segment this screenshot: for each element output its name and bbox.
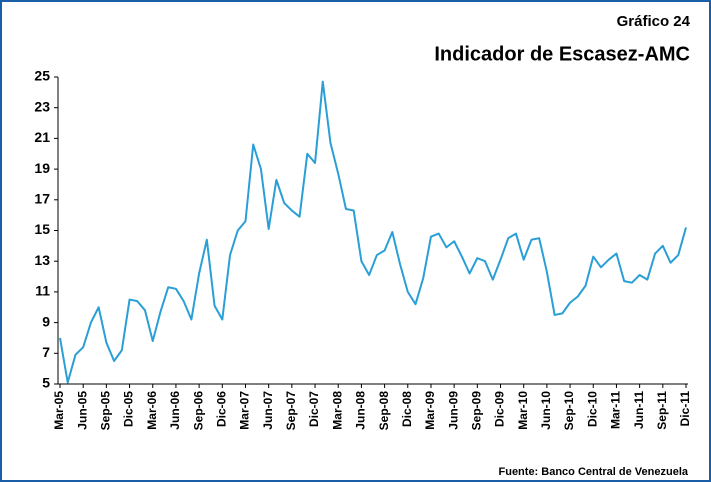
- x-tick-label: Sep-07: [284, 391, 298, 431]
- x-tick-label: Sep-11: [655, 391, 669, 430]
- x-tick-label: Mar-06: [145, 391, 159, 430]
- y-tick-label: 21: [34, 129, 50, 145]
- x-tick-label: Dic-07: [307, 391, 321, 427]
- y-tick-label: 13: [34, 252, 50, 268]
- chart-title: Indicador de Escasez-AMC: [434, 43, 690, 65]
- y-tick-label: 9: [42, 313, 50, 329]
- x-tick-label: Mar-07: [238, 391, 252, 430]
- x-tick-label: Jun-09: [446, 391, 460, 430]
- x-tick-label: Sep-08: [377, 391, 391, 431]
- x-tick-label: Sep-05: [99, 391, 113, 431]
- x-tick-label: Dic-08: [400, 391, 414, 427]
- chart-subtitle: Gráfico 24: [617, 13, 691, 30]
- x-tick-label: Dic-10: [585, 391, 599, 427]
- x-tick-label: Dic-06: [214, 391, 228, 427]
- x-tick-label: Mar-09: [423, 391, 437, 430]
- x-tick-label: Sep-06: [191, 391, 205, 431]
- x-tick-label: Mar-11: [609, 391, 623, 429]
- x-tick-label: Mar-05: [52, 391, 66, 430]
- source-note: Fuente: Banco Central de Venezuela: [499, 466, 689, 478]
- x-tick-label: Dic-09: [493, 391, 507, 427]
- x-tick-label: Mar-10: [516, 391, 530, 430]
- x-tick-label: Mar-08: [330, 391, 344, 430]
- x-tick-label: Jun-11: [632, 391, 646, 429]
- y-tick-label: 5: [42, 375, 50, 391]
- y-tick-label: 19: [34, 160, 50, 176]
- x-tick-label: Dic-11: [678, 391, 692, 427]
- y-tick-label: 23: [34, 98, 50, 114]
- x-tick-label: Jun-06: [168, 391, 182, 430]
- x-tick-label: Jun-08: [354, 391, 368, 430]
- x-tick-label: Jun-07: [261, 391, 275, 430]
- x-tick-label: Sep-10: [562, 391, 576, 431]
- x-tick-label: Jun-10: [539, 391, 553, 430]
- y-tick-label: 15: [34, 221, 50, 237]
- data-line: [59, 80, 687, 384]
- x-tick-label: Dic-05: [122, 391, 136, 427]
- y-tick-label: 11: [35, 283, 50, 299]
- y-tick-label: 17: [34, 191, 50, 207]
- x-tick-label: Jun-05: [75, 391, 89, 430]
- y-tick-label: 25: [34, 68, 50, 84]
- y-tick-label: 7: [42, 344, 50, 360]
- x-tick-label: Sep-09: [470, 391, 484, 431]
